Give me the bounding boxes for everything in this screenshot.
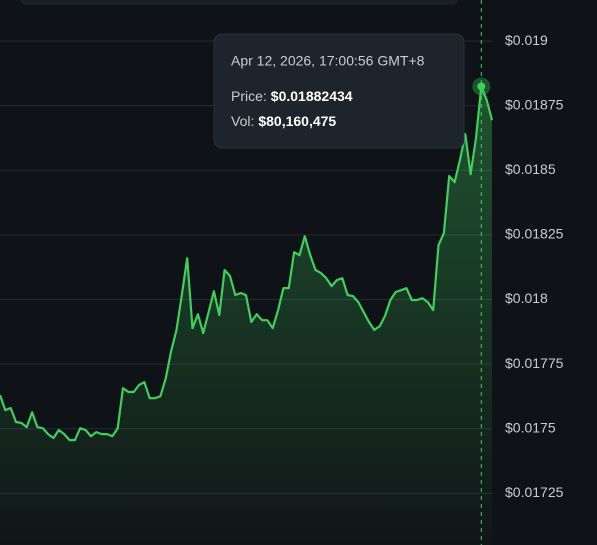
y-tick-label: $0.01725 (505, 484, 564, 500)
tooltip-date: Apr 12, 2026, 17:00:56 GMT+8 (231, 53, 425, 69)
tooltip-value: $80,160,475 (258, 113, 336, 129)
y-tick-label: $0.019 (505, 32, 548, 48)
y-tick-label: $0.01775 (505, 355, 564, 371)
tooltip-value: $0.01882434 (271, 88, 353, 104)
top-panel (20, 0, 458, 5)
price-line (0, 85, 494, 442)
tooltip-key: Vol: (231, 113, 254, 129)
tooltip-row: Price: $0.01882434 (231, 88, 353, 104)
y-tick-label: $0.01825 (505, 226, 564, 242)
tooltip-key: Price: (231, 88, 267, 104)
hover-point (477, 82, 486, 91)
y-tick-label: $0.018 (505, 290, 548, 306)
y-tick-label: $0.01875 (505, 96, 564, 112)
area (0, 86, 492, 545)
tooltip-row: Vol: $80,160,475 (231, 113, 336, 129)
tooltip-box (213, 33, 465, 149)
y-tick-label: $0.0185 (505, 161, 556, 177)
y-tick-label: $0.0175 (505, 419, 556, 435)
